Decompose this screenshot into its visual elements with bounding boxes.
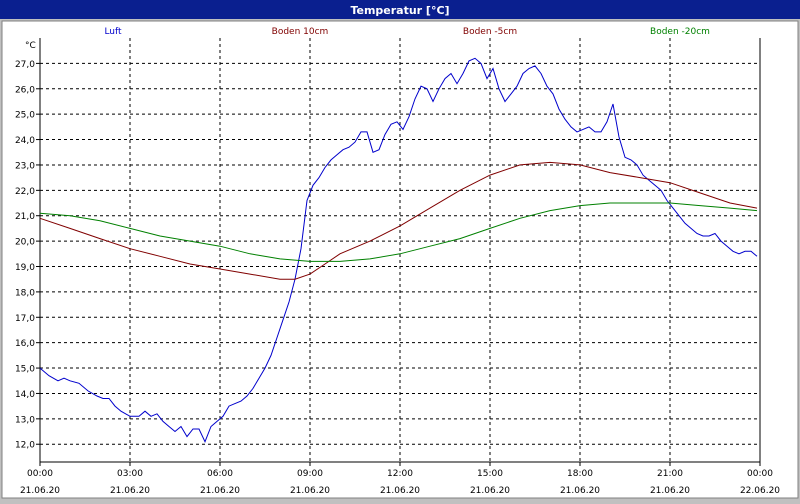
x-tick-time-label: 15:00 bbox=[477, 469, 503, 479]
y-tick-label: 20,0 bbox=[15, 238, 35, 248]
y-tick-label: 14,0 bbox=[15, 390, 35, 400]
x-tick-time-label: 09:00 bbox=[297, 469, 323, 479]
y-tick-label: 23,0 bbox=[15, 161, 35, 171]
series-line-boden-10cm bbox=[39, 161, 758, 280]
legend-label: Boden -5cm bbox=[463, 27, 517, 37]
x-tick-time-label: 00:00 bbox=[27, 469, 53, 479]
x-tick-time-label: 00:00 bbox=[747, 469, 773, 479]
x-tick-time-label: 12:00 bbox=[387, 469, 413, 479]
series-lines bbox=[39, 57, 758, 443]
y-tick-label: 18,0 bbox=[15, 288, 35, 298]
y-tick-label: 16,0 bbox=[15, 339, 35, 349]
x-tick-date-label: 21.06.20 bbox=[470, 486, 510, 496]
x-tick-date-label: 21.06.20 bbox=[560, 486, 600, 496]
x-tick-date-label: 21.06.20 bbox=[110, 486, 150, 496]
x-axis-ticks: 00:00 21.06.20 03:00 21.06.20 06:00 21.06.20 0… bbox=[20, 462, 780, 496]
x-tick-date-label: 21.06.20 bbox=[650, 486, 690, 496]
x-tick-time-label: 18:00 bbox=[567, 469, 593, 479]
y-axis-unit-label: °C bbox=[25, 41, 36, 51]
y-tick-label: 15,0 bbox=[15, 365, 35, 375]
legend-label: Boden -20cm bbox=[650, 27, 710, 37]
grid bbox=[40, 38, 760, 462]
x-tick-time-label: 06:00 bbox=[207, 469, 233, 479]
y-tick-label: 17,0 bbox=[15, 314, 35, 324]
series-line-boden-20cm bbox=[39, 202, 758, 262]
chart-title: Temperatur [°C] bbox=[350, 4, 449, 17]
series-line-luft bbox=[39, 57, 758, 443]
title-bar bbox=[0, 0, 800, 19]
y-tick-label: 13,0 bbox=[15, 415, 35, 425]
y-tick-label: 22,0 bbox=[15, 187, 35, 197]
y-tick-label: 25,0 bbox=[15, 111, 35, 121]
x-tick-date-label: 21.06.20 bbox=[20, 486, 60, 496]
y-tick-label: 26,0 bbox=[15, 85, 35, 95]
x-tick-date-label: 21.06.20 bbox=[200, 486, 240, 496]
x-tick-time-label: 21:00 bbox=[657, 469, 683, 479]
y-axis-ticks: 12,0 13,0 14,0 15,0 16,0 17,0 18,0 19,0 20,0 21,0… bbox=[15, 60, 40, 451]
y-tick-label: 27,0 bbox=[15, 60, 35, 70]
y-tick-label: 21,0 bbox=[15, 212, 35, 222]
y-tick-label: 19,0 bbox=[15, 263, 35, 273]
legend-label: Luft bbox=[104, 27, 122, 37]
legend-label: Boden 10cm bbox=[272, 27, 329, 37]
x-tick-date-label: 22.06.20 bbox=[740, 486, 780, 496]
y-tick-label: 12,0 bbox=[15, 441, 35, 451]
y-tick-label: 24,0 bbox=[15, 136, 35, 146]
x-tick-time-label: 03:00 bbox=[117, 469, 143, 479]
x-tick-date-label: 21.06.20 bbox=[380, 486, 420, 496]
legend: Luft Boden 10cm Boden -5cm Boden -20cm bbox=[104, 27, 710, 37]
x-tick-date-label: 21.06.20 bbox=[290, 486, 330, 496]
